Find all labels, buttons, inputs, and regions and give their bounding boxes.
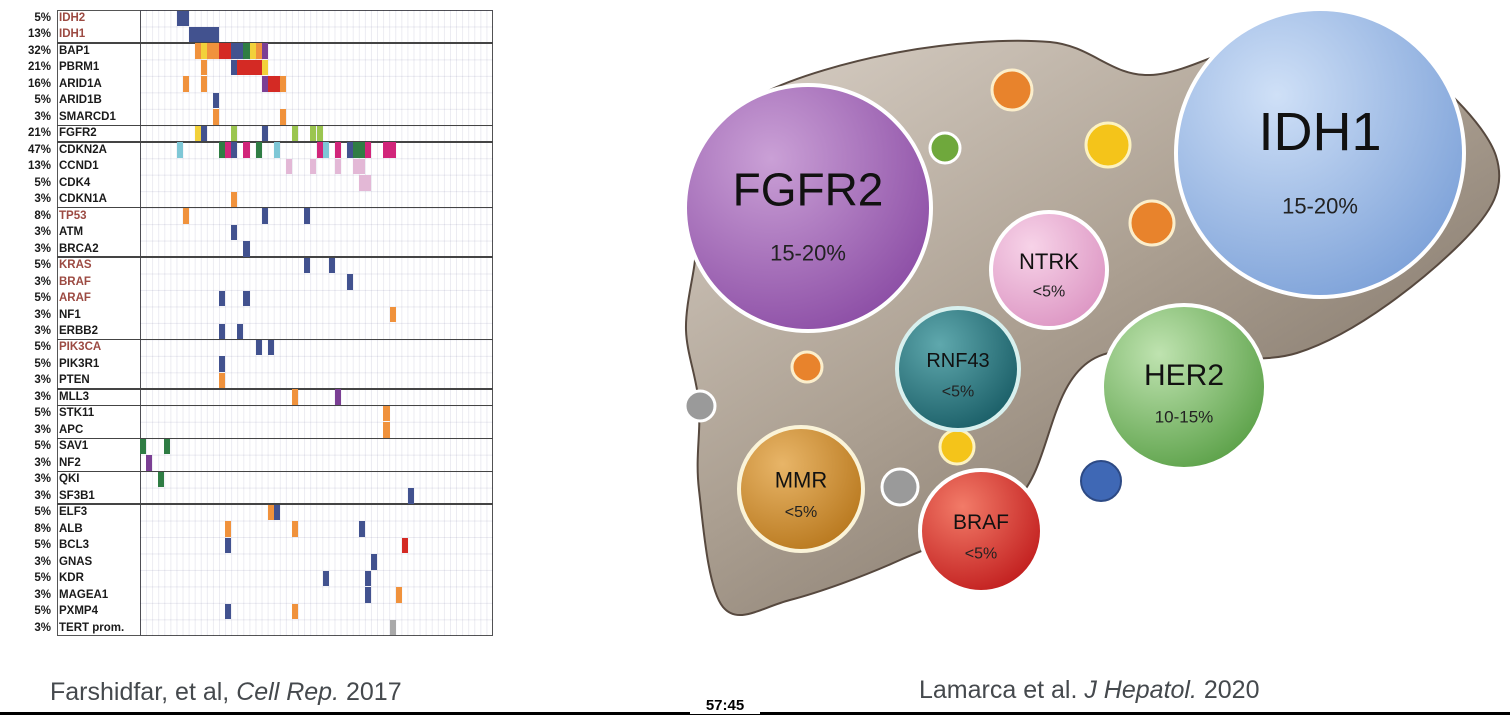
svg-text:RNF43: RNF43 — [926, 350, 989, 372]
svg-text:<5%: <5% — [785, 504, 817, 521]
svg-text:<5%: <5% — [942, 383, 974, 400]
svg-text:HER2: HER2 — [1144, 359, 1224, 392]
svg-text:BRAF: BRAF — [953, 511, 1009, 534]
svg-text:10-15%: 10-15% — [1155, 408, 1214, 427]
svg-text:MMR: MMR — [775, 467, 828, 492]
svg-text:NTRK: NTRK — [1019, 249, 1079, 274]
svg-text:<5%: <5% — [965, 545, 997, 562]
svg-text:<5%: <5% — [1033, 283, 1065, 300]
svg-text:15-20%: 15-20% — [770, 241, 846, 266]
svg-text:IDH1: IDH1 — [1258, 102, 1381, 162]
svg-text:15-20%: 15-20% — [1282, 194, 1358, 219]
svg-text:FGFR2: FGFR2 — [733, 163, 884, 215]
